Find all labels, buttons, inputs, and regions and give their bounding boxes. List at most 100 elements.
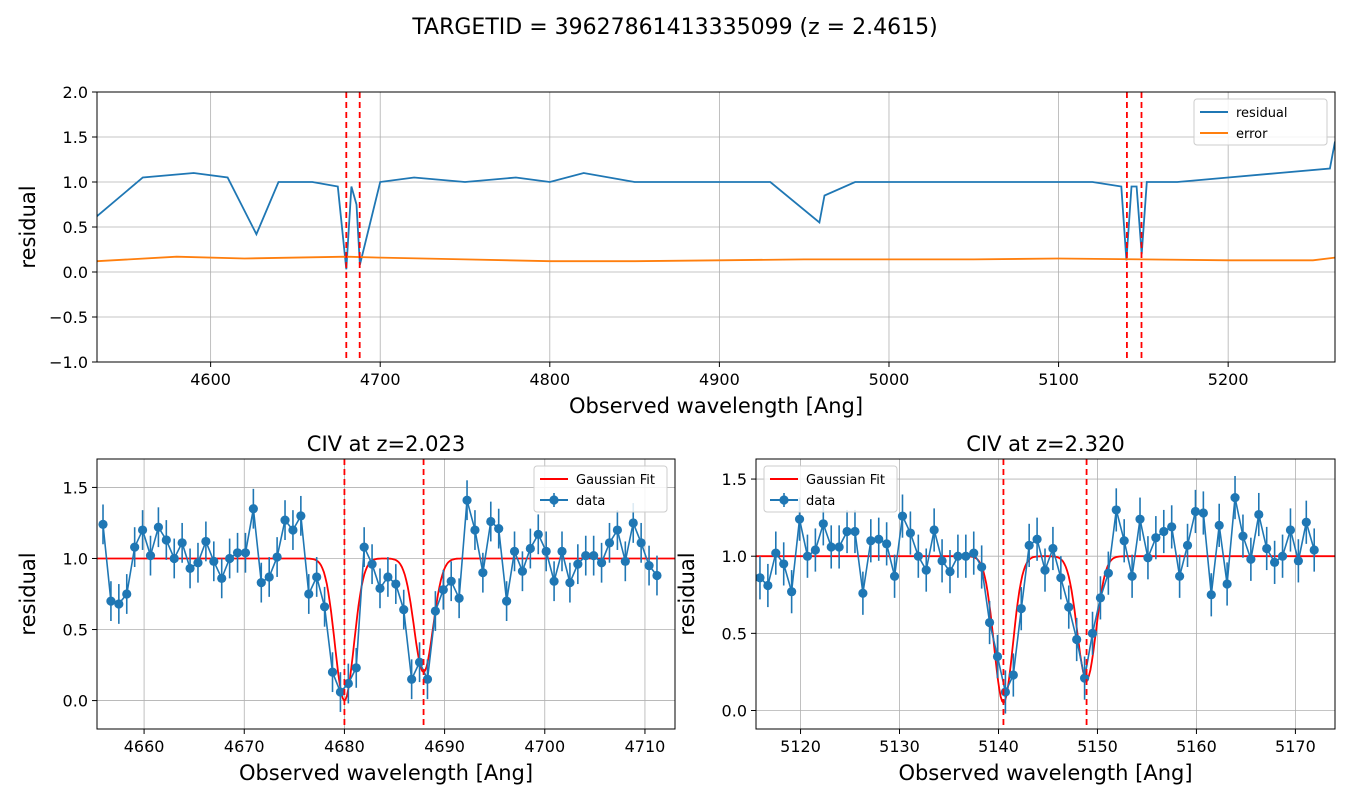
data-point <box>1072 634 1082 645</box>
legend: Gaussian Fit data <box>763 465 898 513</box>
data-point <box>502 596 512 606</box>
data-point <box>1167 522 1177 532</box>
data-point <box>557 546 567 556</box>
x-axis-label: Observed wavelength [Ang] <box>239 761 533 785</box>
data-point <box>288 525 298 535</box>
data-point <box>1301 517 1311 527</box>
y-tick-label: 0.5 <box>63 218 88 237</box>
data-point <box>834 542 844 552</box>
data-point <box>850 526 860 537</box>
data-point <box>794 514 805 524</box>
data-point <box>787 587 797 597</box>
data-point <box>826 542 836 552</box>
data-point <box>889 571 900 581</box>
data-point <box>399 605 409 615</box>
y-tick-label: −1.0 <box>49 353 88 372</box>
legend-swatch-marker <box>549 495 559 505</box>
y-tick-label: 1.5 <box>63 128 88 147</box>
data-point <box>169 553 179 564</box>
data-point <box>383 572 393 582</box>
data-point <box>114 599 124 609</box>
figure-title: TARGETID = 39627861413335099 (z = 2.4615… <box>411 15 937 40</box>
data-point <box>351 663 361 673</box>
data-point <box>1222 579 1232 589</box>
axes-frame <box>755 458 1336 730</box>
data-point <box>533 529 543 539</box>
data-point <box>335 687 346 697</box>
data-point <box>596 558 607 568</box>
x-tick-label: 4680 <box>324 737 365 756</box>
data-point <box>818 519 828 529</box>
data-point <box>1143 553 1153 563</box>
data-point <box>1285 525 1296 535</box>
data-point <box>177 538 187 548</box>
x-axis-label: Observed wavelength [Ang] <box>898 761 1192 785</box>
data-point <box>937 556 947 566</box>
data-point <box>462 495 472 505</box>
data-point <box>1230 492 1240 503</box>
data-point <box>375 583 385 593</box>
data-point <box>153 522 164 532</box>
data-point <box>628 518 638 528</box>
data-point <box>312 572 322 582</box>
data-point <box>225 553 235 564</box>
data-point <box>1182 540 1193 551</box>
data-point <box>319 602 330 612</box>
data-point <box>1175 571 1185 581</box>
x-tick-label: 5160 <box>1176 737 1217 756</box>
data-point <box>272 552 282 562</box>
data-point <box>573 559 583 569</box>
data-point <box>589 551 599 561</box>
data-point <box>1293 556 1303 566</box>
data-point <box>145 551 156 561</box>
data-point <box>969 548 979 558</box>
y-tick-label: 1.5 <box>722 470 747 489</box>
x-tick-label: 4670 <box>224 737 265 756</box>
data-point <box>414 657 425 667</box>
legend-label: data <box>806 494 835 509</box>
data-point <box>343 678 353 689</box>
x-tick-label: 5150 <box>1077 737 1118 756</box>
data-point <box>1032 534 1042 544</box>
data-point <box>1238 531 1248 541</box>
plot-content <box>756 475 1335 714</box>
plot-content <box>97 480 675 712</box>
data-point <box>992 651 1003 662</box>
data-point <box>620 556 630 566</box>
data-point <box>454 593 464 603</box>
data-point <box>604 538 615 548</box>
data-point <box>494 524 504 534</box>
data-point <box>217 573 227 583</box>
data-point <box>1095 593 1106 603</box>
data-point <box>470 525 480 535</box>
x-axis-label: Observed wavelength [Ang] <box>569 394 863 418</box>
data-point <box>763 580 773 591</box>
data-point <box>367 559 377 569</box>
y-tick-label: 0.0 <box>63 692 88 711</box>
legend-label: residual <box>1236 106 1288 121</box>
data-point <box>771 548 781 558</box>
data-point <box>1206 590 1216 600</box>
x-tick-label: 5200 <box>1208 370 1249 389</box>
data-point <box>1214 520 1224 530</box>
x-tick-label: 5000 <box>869 370 910 389</box>
data-point <box>842 526 852 537</box>
data-point <box>549 576 559 586</box>
data-point <box>509 546 520 556</box>
y-tick-label: 1.5 <box>63 478 88 497</box>
data-point <box>1048 543 1058 554</box>
data-point <box>478 568 488 578</box>
data-point <box>1040 565 1050 575</box>
data-point <box>130 542 140 552</box>
data-point <box>905 528 916 538</box>
legend-label: error <box>1236 127 1268 142</box>
data-point <box>612 525 623 535</box>
x-tick-label: 5130 <box>879 737 920 756</box>
data-point <box>1151 533 1161 543</box>
data-point <box>122 589 132 599</box>
data-point <box>882 539 892 549</box>
data-point <box>802 551 813 561</box>
data-point <box>98 519 108 529</box>
y-tick-label: 1.0 <box>63 549 88 568</box>
y-axis-label: residual <box>675 552 699 635</box>
